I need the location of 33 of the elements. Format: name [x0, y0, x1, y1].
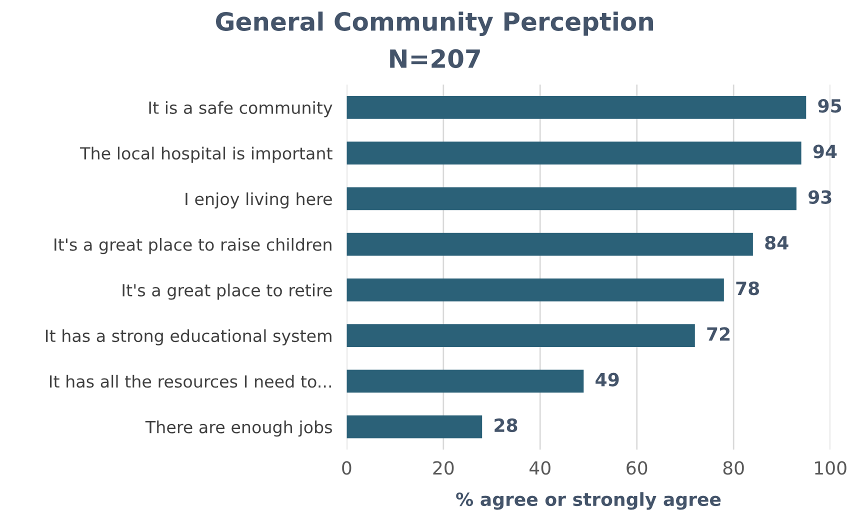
data-label: 72	[707, 327, 730, 341]
y-tick-label: It's a great place to retire	[122, 284, 332, 300]
x-axis-title: % agree or strongly agree	[456, 492, 721, 510]
data-label: 49	[596, 372, 619, 386]
bar	[346, 278, 724, 302]
x-tick-label: 80	[723, 461, 744, 475]
x-tick-label: 40	[530, 461, 550, 475]
x-tick-label: 100	[815, 461, 846, 475]
y-tick-label: There are enough jobs	[145, 420, 332, 437]
y-tick-label: The local hospital is important	[80, 146, 332, 163]
x-tick-label: 0	[342, 461, 352, 475]
bar	[346, 187, 796, 210]
data-label: 84	[765, 236, 788, 250]
data-label: 95	[818, 99, 842, 113]
y-tick-label: It has a strong educational system	[46, 329, 332, 346]
data-label: 93	[808, 190, 832, 204]
data-label: 78	[736, 282, 760, 296]
bar	[346, 370, 584, 393]
bar	[346, 96, 806, 119]
x-tick-label: 20	[433, 461, 454, 475]
y-tick-label: It is a safe community	[149, 101, 332, 118]
y-tick-label: It's a great place to raise children	[54, 238, 332, 254]
data-label: 28	[494, 418, 518, 432]
bar	[346, 142, 802, 164]
bar	[346, 324, 695, 347]
x-tick-label: 60	[626, 461, 648, 475]
chart-title: General Community Perception	[216, 12, 653, 36]
y-tick-label: I enjoy living here	[186, 192, 332, 209]
bar	[346, 232, 753, 256]
y-tick-label: It has all the resources I need to...	[50, 374, 331, 388]
data-label: 94	[813, 144, 837, 158]
chart-subtitle: N=207	[390, 49, 480, 68]
bar	[346, 415, 482, 438]
